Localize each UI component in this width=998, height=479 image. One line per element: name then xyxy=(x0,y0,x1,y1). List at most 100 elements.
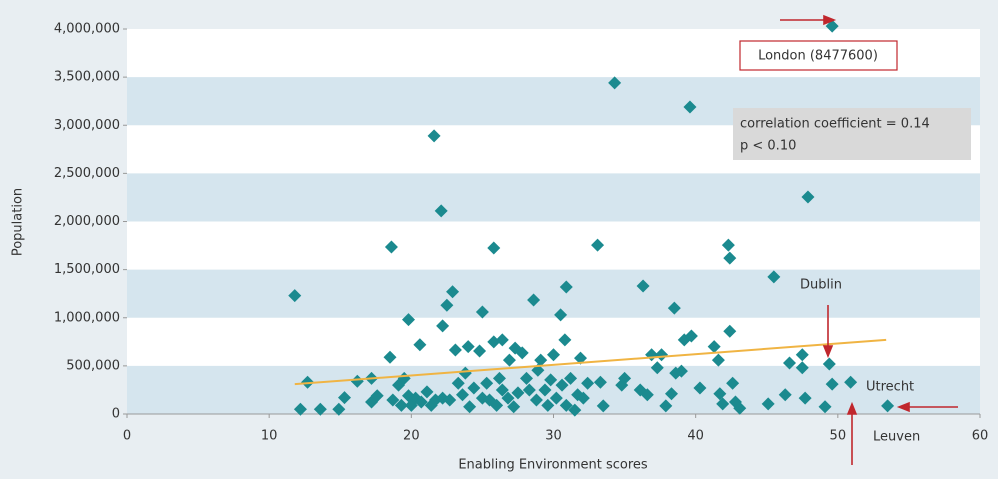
point xyxy=(440,298,454,312)
point xyxy=(559,398,573,412)
point xyxy=(683,100,697,114)
y-axis-label: Population xyxy=(11,188,26,256)
point xyxy=(795,348,809,362)
point xyxy=(467,381,481,395)
y-tick-label: 2,000,000 xyxy=(54,214,120,229)
point xyxy=(723,324,737,338)
point xyxy=(420,385,434,399)
utrecht-label: Utrecht xyxy=(866,380,914,395)
trend-line xyxy=(294,338,887,386)
point xyxy=(674,364,688,378)
point xyxy=(502,353,516,367)
x-tick-label: 10 xyxy=(261,429,278,444)
point xyxy=(558,333,572,347)
point xyxy=(581,376,595,390)
point xyxy=(511,386,525,400)
point xyxy=(451,376,465,390)
point xyxy=(413,338,427,352)
arrow-head xyxy=(896,401,910,413)
point xyxy=(522,383,536,397)
point xyxy=(733,401,747,415)
point xyxy=(576,391,590,405)
point xyxy=(427,129,441,143)
point xyxy=(640,388,654,402)
point xyxy=(507,400,521,414)
point xyxy=(659,399,673,413)
correlation-label: correlation coefficient = 0.14 xyxy=(740,117,930,132)
point xyxy=(707,340,721,354)
point xyxy=(501,391,515,405)
point xyxy=(534,353,548,367)
leuven-label: Leuven xyxy=(873,430,920,445)
x-axis-label: Enabling Environment scores xyxy=(458,458,648,473)
x-tick-label: 50 xyxy=(830,429,847,444)
y-tick-label: 500,000 xyxy=(66,358,120,373)
point xyxy=(716,397,730,411)
london-box xyxy=(739,40,898,71)
point xyxy=(549,391,563,405)
point xyxy=(434,204,448,218)
point xyxy=(825,377,839,391)
point xyxy=(490,398,504,412)
x-tick-label: 40 xyxy=(687,429,704,444)
y-tick-label: 0 xyxy=(112,407,120,422)
arrow-head xyxy=(822,345,834,359)
point xyxy=(436,319,450,333)
point xyxy=(596,399,610,413)
point xyxy=(574,351,588,365)
point xyxy=(414,395,428,409)
point xyxy=(547,348,560,362)
point xyxy=(801,190,815,204)
y-tick-label: 3,500,000 xyxy=(54,70,120,85)
x-tick-label: 0 xyxy=(123,429,131,444)
point xyxy=(541,398,555,412)
point xyxy=(401,313,415,327)
point xyxy=(492,371,506,385)
point xyxy=(338,391,352,405)
plot-area: 0 500,000 1,000,000 1,500,000 2,000,000 2,500… xyxy=(54,19,988,444)
point xyxy=(711,353,725,367)
point xyxy=(394,398,408,412)
point xyxy=(332,402,346,416)
london-label: London (8477600) xyxy=(758,49,878,64)
annotations: London (8477600) correlation coefficient… xyxy=(733,14,971,465)
point xyxy=(726,376,740,390)
point xyxy=(664,387,678,401)
point xyxy=(461,340,475,354)
point xyxy=(881,399,895,413)
point xyxy=(313,402,327,416)
y-tick-label: 1,500,000 xyxy=(54,262,120,277)
point xyxy=(463,400,477,414)
point xyxy=(456,388,470,402)
point xyxy=(487,335,501,349)
point xyxy=(519,371,533,385)
point xyxy=(767,270,781,284)
point xyxy=(529,393,543,407)
point xyxy=(495,333,509,347)
point xyxy=(667,301,681,315)
point xyxy=(544,373,558,387)
point xyxy=(475,305,489,319)
point xyxy=(443,393,457,407)
point xyxy=(761,397,775,411)
point xyxy=(555,378,569,392)
point xyxy=(386,393,400,407)
point xyxy=(448,343,462,357)
point xyxy=(538,383,552,397)
point xyxy=(495,383,509,397)
arrow-head xyxy=(846,401,858,415)
point xyxy=(650,361,664,375)
grid-band xyxy=(127,173,980,222)
point xyxy=(713,387,727,401)
point xyxy=(818,400,832,414)
point xyxy=(487,241,501,255)
point xyxy=(480,376,494,390)
point xyxy=(655,348,669,362)
point xyxy=(446,285,460,299)
point xyxy=(778,388,792,402)
point xyxy=(564,371,578,385)
point xyxy=(721,238,735,252)
point xyxy=(608,76,622,90)
point xyxy=(288,289,302,303)
x-tick-label: 30 xyxy=(545,429,562,444)
